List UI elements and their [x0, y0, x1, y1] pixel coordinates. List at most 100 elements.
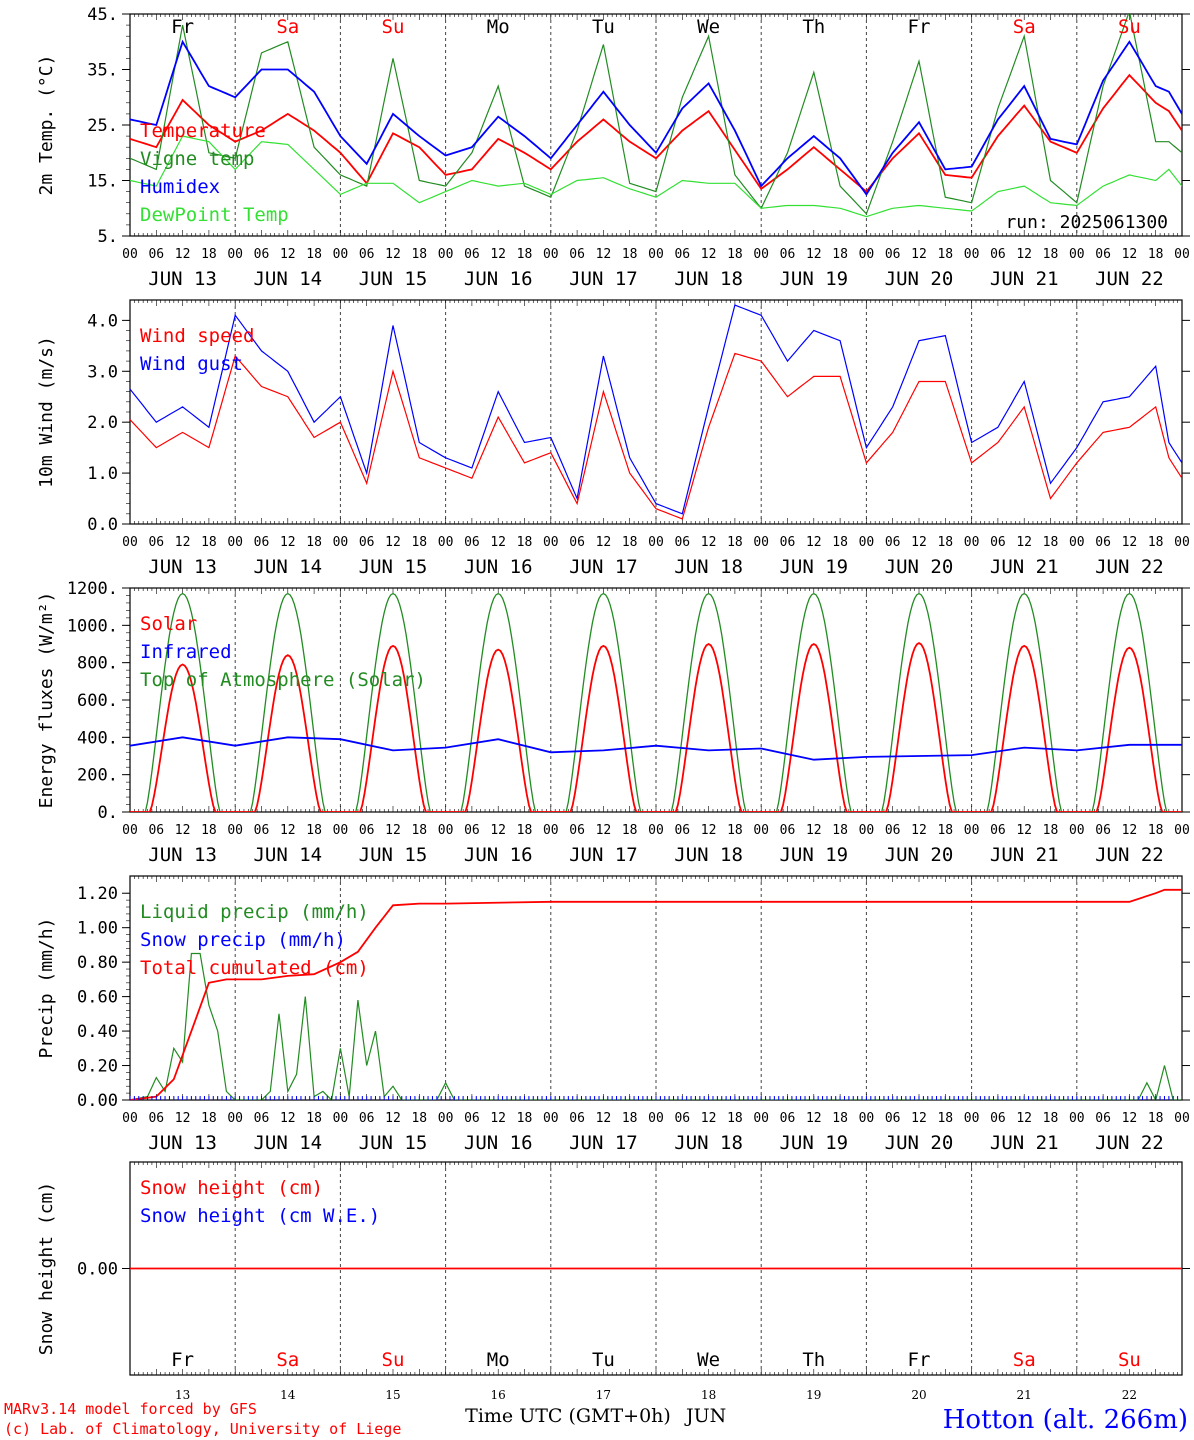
hour-tick-label: 00 [648, 535, 664, 550]
date-label: JUN 21 [990, 844, 1059, 866]
y-tick-label: 1000. [67, 616, 118, 636]
lab-credit: (c) Lab. of Climatology, University of L… [4, 1420, 401, 1438]
date-label: JUN 19 [779, 556, 848, 578]
hour-tick-label: 06 [1095, 535, 1111, 550]
hour-tick-label: 18 [306, 1111, 322, 1126]
date-label: JUN 17 [569, 844, 638, 866]
hour-tick-label: 00 [333, 535, 349, 550]
date-label: JUN 15 [359, 844, 428, 866]
hour-tick-label: 06 [569, 247, 585, 262]
series-line-wind-gust [130, 304, 1182, 515]
hour-tick-label: 00 [859, 823, 875, 838]
legend-entry: Total cumulated (cm) [140, 957, 369, 979]
hour-tick-label: 06 [990, 823, 1006, 838]
hour-tick-label: 06 [254, 247, 270, 262]
y-tick-label: 1.20 [77, 884, 118, 904]
hour-tick-label: 00 [122, 535, 138, 550]
model-credit: MARv3.14 model forced by GFS [4, 1400, 257, 1418]
y-tick-label: 45. [87, 5, 118, 25]
hour-tick-label: 00 [543, 535, 559, 550]
hour-tick-label: 18 [832, 1111, 848, 1126]
hour-tick-label: 18 [1043, 535, 1059, 550]
weekday-label-bottom: Th [802, 1349, 825, 1371]
legend-entry: Vigne temp [140, 148, 254, 170]
hour-tick-label: 06 [885, 1111, 901, 1126]
hour-tick-label: 18 [411, 823, 427, 838]
hour-tick-label: 06 [464, 247, 480, 262]
hour-tick-label: 12 [1016, 1111, 1032, 1126]
legend-entry: Solar [140, 613, 197, 635]
date-label: JUN 18 [674, 556, 743, 578]
hour-tick-label: 00 [227, 823, 243, 838]
hour-tick-label: 06 [1095, 247, 1111, 262]
hour-tick-label: 00 [1069, 247, 1085, 262]
hour-tick-label: 06 [569, 535, 585, 550]
series-line-dewpoint-temp [130, 135, 1182, 218]
hour-tick-label: 18 [201, 1111, 217, 1126]
series-line-temperature [130, 73, 1182, 193]
panel-4: 0.00 0.20 0.40 0.60 0.80 1.00 1.20 Precip (mm/h… [36, 875, 1190, 1154]
hour-tick-label: 06 [148, 1111, 164, 1126]
y-tick-label: 25. [87, 116, 118, 136]
hour-tick-label: 06 [780, 1111, 796, 1126]
plot-frame [129, 587, 1183, 813]
hour-tick-label: 00 [1174, 247, 1190, 262]
hour-tick-label: 12 [1122, 823, 1138, 838]
weekday-label-top: Mo [487, 16, 510, 38]
hour-tick-label: 12 [490, 535, 506, 550]
hour-tick-label: 00 [964, 247, 980, 262]
hour-tick-label: 00 [227, 247, 243, 262]
hour-tick-label: 12 [806, 247, 822, 262]
date-label: JUN 18 [674, 268, 743, 290]
y-tick-label: 0.40 [77, 1022, 118, 1042]
hour-tick-label: 12 [385, 823, 401, 838]
y-tick-label: 0.60 [77, 988, 118, 1008]
hour-tick-label: 06 [359, 1111, 375, 1126]
hour-tick-label: 00 [1069, 1111, 1085, 1126]
hour-tick-label: 12 [490, 823, 506, 838]
hour-tick-label: 12 [175, 247, 191, 262]
hour-tick-label: 00 [964, 535, 980, 550]
series-line-total-cumulated-cm- [130, 888, 1182, 1100]
hour-tick-label: 06 [464, 535, 480, 550]
weekday-label-top: Su [1118, 16, 1141, 38]
hour-tick-label: 12 [701, 535, 717, 550]
date-label: JUN 17 [569, 268, 638, 290]
legend-entry: Temperature [140, 120, 266, 142]
hour-tick-label: 06 [569, 823, 585, 838]
hour-tick-label: 00 [1174, 823, 1190, 838]
hour-tick-label: 12 [490, 1111, 506, 1126]
weekday-label-top: Tu [592, 16, 615, 38]
hour-tick-label: 00 [438, 1111, 454, 1126]
y-tick-label: 0.80 [77, 953, 118, 973]
hour-tick-label: 12 [385, 247, 401, 262]
panel-2: 0.0 1.0 2.0 3.0 4.0 10m Wind (m/s) 00 06 12 18 00 0… [36, 299, 1190, 578]
hour-tick-label: 12 [280, 247, 296, 262]
hour-tick-label: 18 [727, 823, 743, 838]
hour-tick-label: 06 [254, 535, 270, 550]
date-label: JUN 16 [464, 1132, 533, 1154]
hour-tick-label: 00 [333, 823, 349, 838]
date-label: JUN 15 [359, 1132, 428, 1154]
hour-tick-label: 06 [780, 823, 796, 838]
plot-area [130, 14, 1182, 218]
hour-tick-label: 18 [517, 535, 533, 550]
hour-tick-label: 00 [333, 1111, 349, 1126]
hour-tick-label: 00 [964, 823, 980, 838]
hour-tick-label: 06 [148, 247, 164, 262]
hour-tick-label: 18 [727, 535, 743, 550]
hour-tick-label: 18 [937, 535, 953, 550]
hour-tick-label: 06 [780, 247, 796, 262]
hour-tick-label: 12 [385, 535, 401, 550]
hour-tick-label: 06 [254, 823, 270, 838]
hour-tick-label: 00 [333, 247, 349, 262]
weekday-label-bottom: Su [382, 1349, 405, 1371]
weekday-label-bottom: Tu [592, 1349, 615, 1371]
legend-entry: Top of Atmosphere (Solar) [140, 669, 426, 691]
hour-tick-label: 06 [885, 535, 901, 550]
date-label: JUN 14 [253, 556, 322, 578]
y-tick-label: 2.0 [87, 413, 118, 433]
series-line-wind-speed [130, 352, 1182, 520]
y-tick-label: 1.00 [77, 919, 118, 939]
